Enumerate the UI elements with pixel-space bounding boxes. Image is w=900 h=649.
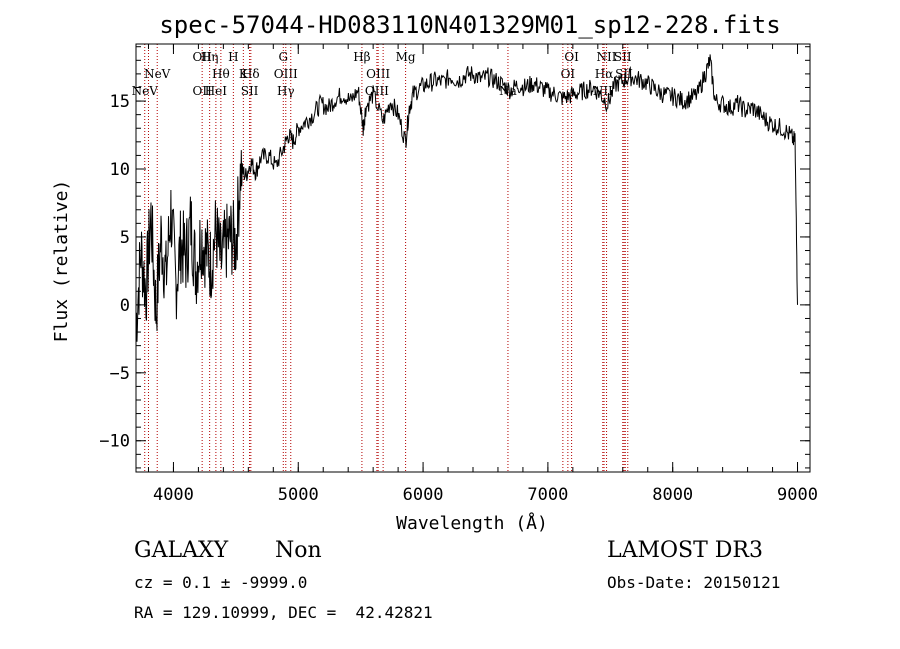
line-label: Hβ [353, 50, 370, 64]
line-label: OI [564, 50, 579, 64]
line-label: Hθ [212, 67, 230, 81]
x-tick-label: 8000 [652, 485, 693, 505]
line-label: OII [192, 50, 212, 64]
line-label: OII [192, 84, 212, 98]
line-label: Hγ [277, 84, 295, 98]
ra-dec-text: RA = 129.10999, DEC = 42.42821 [134, 603, 433, 622]
y-tick-label: −5 [110, 364, 130, 384]
line-label: Hδ [242, 67, 260, 81]
y-tick-label: 10 [110, 160, 130, 180]
y-tick-label: 5 [120, 228, 130, 248]
line-label: SII [614, 50, 632, 64]
x-tick-label: 6000 [403, 485, 444, 505]
line-label: NII [597, 50, 617, 64]
line-label: Hη [201, 50, 219, 64]
x-axis-ticks: 4000 5000 6000 7000 8000 9000 [147, 44, 818, 505]
survey-label: LAMOST DR3 [607, 538, 763, 563]
y-tick-label: 15 [110, 92, 130, 112]
object-subclass-label: Non [275, 538, 322, 563]
line-label: OIII [366, 67, 390, 81]
x-axis-label: Wavelength (Å) [396, 512, 548, 534]
chart-title: spec-57044-HD083110N401329M01_sp12-228.f… [159, 11, 780, 39]
spectrum-line [135, 54, 798, 342]
y-tick-label: 0 [120, 296, 130, 316]
object-class-label: GALAXY [134, 538, 229, 563]
y-axis-label: Flux (relative) [51, 180, 72, 343]
line-label: OIII [274, 67, 298, 81]
obs-date-text: Obs-Date: 20150121 [607, 573, 781, 592]
x-tick-label: 7000 [527, 485, 568, 505]
line-label: Hα [595, 67, 614, 81]
redshift-text: cz = 0.1 ± -9999.0 [134, 573, 308, 592]
line-label: G [278, 50, 288, 64]
x-tick-label: 5000 [278, 485, 319, 505]
line-label: Mg [396, 50, 416, 64]
x-tick-label: 4000 [153, 485, 194, 505]
x-tick-label: 9000 [777, 485, 818, 505]
y-axis-ticks: −10 −5 0 5 10 15 [99, 46, 810, 469]
line-label: H [228, 50, 238, 64]
y-tick-label: −10 [99, 432, 130, 452]
line-label: OIII [365, 84, 389, 98]
line-label: OI [561, 67, 576, 81]
line-label: NeV [144, 67, 171, 81]
line-label: K [239, 67, 249, 81]
line-label: SII [241, 84, 259, 98]
line-label: HeI [205, 84, 228, 98]
